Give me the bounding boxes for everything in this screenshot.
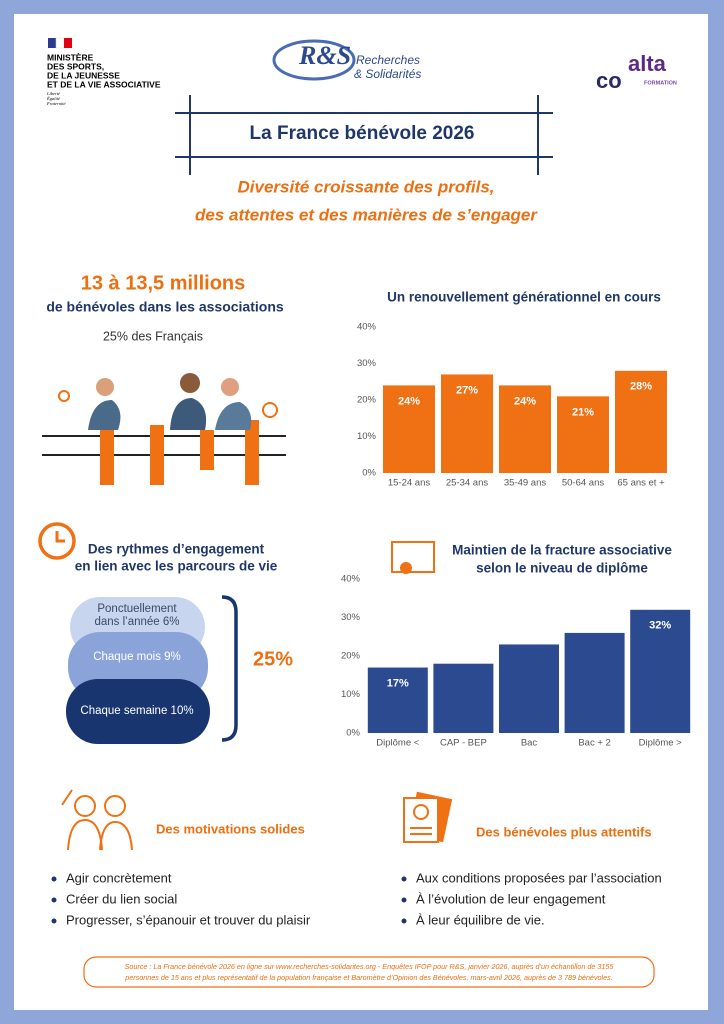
list-item: Agir concrètement: [66, 870, 172, 885]
headline-share: 25% des Français: [103, 329, 203, 343]
motto: Égalité: [46, 96, 61, 101]
level-label: dans l’année 6%: [94, 616, 179, 628]
bar: [383, 385, 435, 473]
y-tick-label: 10%: [357, 431, 377, 442]
volunteers-illustration: [42, 373, 286, 485]
bar: [433, 663, 494, 733]
bar: [630, 609, 691, 733]
x-tick-label: Bac + 2: [578, 738, 610, 749]
bullet: [51, 918, 57, 924]
alta-sub: FORMATION: [644, 80, 677, 86]
value-label: 24%: [398, 395, 420, 407]
list-item: Créer du lien social: [66, 891, 177, 906]
bullet: [401, 918, 407, 924]
x-tick-label: CAP - BEP: [440, 738, 487, 749]
bar: [499, 644, 559, 733]
value-label: 28%: [630, 381, 652, 393]
partner-name: & Solidarités: [354, 67, 421, 81]
x-tick-label: Diplôme >: [639, 738, 682, 749]
headline-text: de bénévoles dans les associations: [46, 299, 284, 315]
value-label: 17%: [387, 677, 409, 689]
bullet: [51, 897, 57, 903]
rhythm-total: 25%: [253, 648, 293, 670]
chart-title: Un renouvellement générationnel en cours: [387, 290, 661, 305]
ministry-line: ET DE LA VIE ASSOCIATIVE: [47, 79, 161, 89]
attentive-icon: [403, 791, 453, 843]
y-tick-label: 40%: [357, 322, 377, 333]
ministry-line: MINISTÈRE: [47, 52, 94, 62]
bracket: [221, 595, 238, 742]
x-tick-label: 65 ans et +: [617, 478, 665, 489]
bar: [499, 385, 551, 473]
y-tick-label: 40%: [341, 574, 361, 585]
motivation-icon: [61, 789, 133, 851]
x-tick-label: Bac: [521, 738, 538, 749]
y-tick-label: 0%: [362, 468, 376, 479]
y-tick-label: 0%: [346, 728, 360, 739]
subtitle: des attentes et des manières de s’engage…: [195, 205, 538, 224]
value-label: 21%: [572, 406, 594, 418]
section-title: Des bénévoles plus attentifs: [476, 824, 652, 839]
section-title: Des motivations solides: [156, 821, 305, 836]
section-title: en lien avec les parcours de vie: [75, 559, 278, 574]
list-item: Aux conditions proposées par l’associati…: [416, 870, 662, 885]
list-item: Progresser, s’épanouir et trouver du pla…: [66, 912, 311, 927]
ministry-line: DES SPORTS,: [47, 61, 104, 71]
x-tick-label: 50-64 ans: [562, 478, 605, 489]
clock-icon: [38, 522, 76, 560]
source: personnes de 15 ans et plus représentati…: [124, 973, 612, 982]
y-tick-label: 30%: [341, 612, 361, 623]
x-tick-label: 15-24 ans: [388, 478, 431, 489]
section-title: Des rythmes d’engagement: [88, 542, 265, 557]
chart-title: Maintien de la fracture associative: [452, 543, 672, 558]
motto: Liberté: [46, 91, 61, 96]
y-tick-label: 20%: [341, 651, 361, 662]
title: La France bénévole 2026: [250, 123, 475, 144]
bullet: [51, 876, 57, 882]
flag-blue: [48, 38, 56, 48]
value-label: 24%: [514, 395, 536, 407]
alta-logo: co: [596, 68, 622, 93]
level-label: Chaque mois 9%: [93, 651, 181, 663]
x-tick-label: Diplôme <: [376, 738, 419, 749]
y-tick-label: 20%: [357, 395, 377, 406]
diploma-icon: [391, 541, 435, 574]
level-label: Ponctuellement: [97, 603, 177, 615]
level-shape: [66, 679, 210, 744]
list-item: À leur équilibre de vie.: [416, 912, 545, 927]
bar: [557, 396, 609, 473]
ministry-line: DE LA JEUNESSE: [47, 70, 120, 80]
bar: [564, 632, 625, 733]
bullet: [401, 876, 407, 882]
sheet: [14, 14, 708, 1010]
list-item: À l’évolution de leur engagement: [416, 891, 606, 906]
y-tick-label: 30%: [357, 358, 377, 369]
subtitle: Diversité croissante des profils,: [238, 177, 495, 196]
x-tick-label: 35-49 ans: [504, 478, 547, 489]
partner-logo: R&S: [298, 41, 351, 70]
chart-title: selon le niveau de diplôme: [476, 561, 648, 576]
partner-name: Recherches: [356, 53, 420, 67]
bar: [367, 667, 428, 733]
bar: [441, 374, 493, 473]
title-frame: [175, 95, 553, 175]
source-box: [83, 956, 655, 988]
x-tick-label: 25-34 ans: [446, 478, 489, 489]
level-label: Chaque semaine 10%: [80, 705, 193, 717]
bar: [615, 370, 667, 473]
alta-logo: alta: [628, 51, 667, 76]
bullet: [401, 897, 407, 903]
headline-figure: 13 à 13,5 millions: [81, 272, 246, 294]
source: Source : La France bénévole 2026 en lign…: [125, 962, 615, 971]
flag-red: [64, 38, 72, 48]
flag-white: [55, 37, 65, 49]
motto: Fraternité: [46, 101, 66, 106]
value-label: 32%: [649, 620, 671, 632]
value-label: 27%: [456, 384, 478, 396]
logo-swoosh: [272, 39, 356, 81]
y-tick-label: 10%: [341, 689, 361, 700]
